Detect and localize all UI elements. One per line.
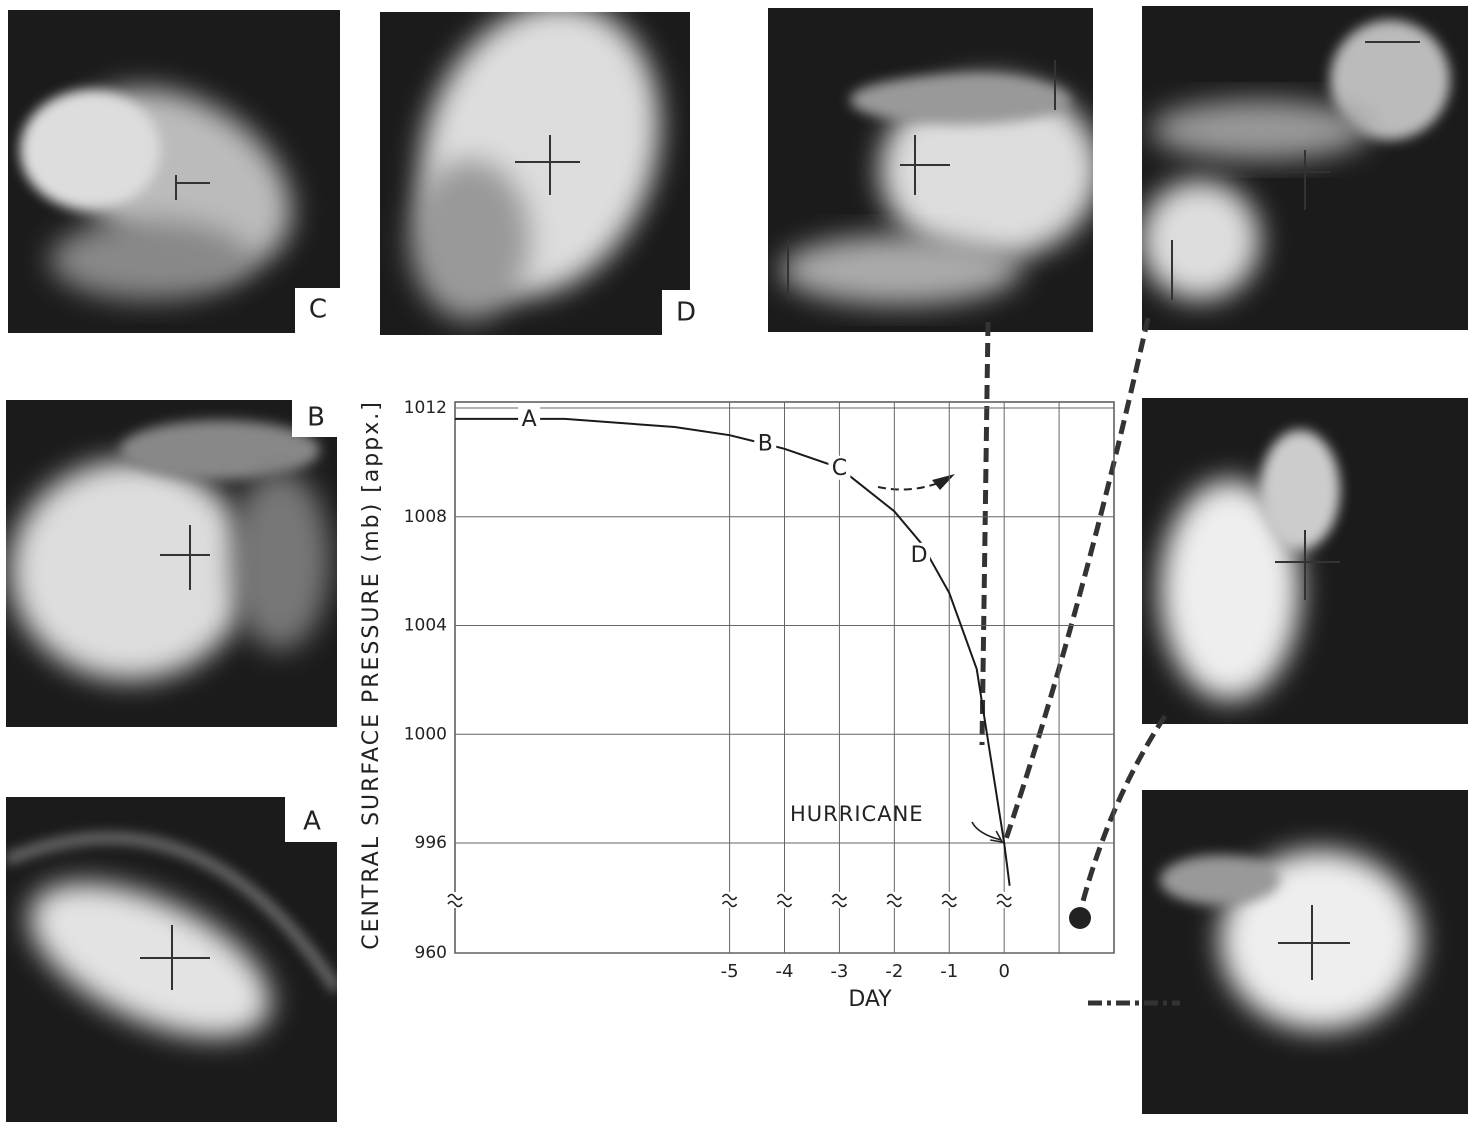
x-tick-label: -2 — [885, 961, 903, 982]
connector — [979, 317, 1180, 1006]
x-tick-label: -1 — [940, 961, 958, 982]
curve-label: C — [832, 456, 847, 481]
y-tick-label: 960 — [415, 943, 447, 963]
track-arrow — [932, 474, 955, 490]
axis-break — [776, 893, 793, 908]
photo — [1142, 790, 1468, 1114]
axis-break — [941, 893, 957, 908]
hurricane-arrow — [971, 821, 1004, 844]
annotation-bg — [754, 431, 777, 456]
y-tick-label: 1008 — [404, 507, 447, 527]
axis-break — [721, 893, 738, 908]
axis-break — [942, 892, 957, 908]
y-axis-label: CENTRAL SURFACE PRESSURE (mb) [appx.] — [359, 400, 384, 950]
axis-break — [887, 892, 902, 908]
curve-label: D — [911, 543, 928, 568]
axis-break — [832, 892, 847, 908]
y-tick-label: 1004 — [404, 616, 447, 636]
hurricane-label: HURRICANE — [790, 802, 924, 826]
photo-label: C — [309, 295, 327, 325]
photo-label: A — [303, 807, 321, 837]
y-tick-label: 1012 — [404, 398, 447, 418]
photo — [768, 8, 1093, 332]
curve-label: B — [758, 431, 773, 456]
annotation-bg — [518, 406, 541, 431]
axis-break — [722, 892, 737, 908]
x-tick-label: 0 — [998, 961, 1009, 982]
photo-label: B — [307, 403, 325, 433]
axis-break — [777, 892, 792, 908]
photo-label: D — [676, 298, 696, 328]
photo — [1142, 6, 1468, 330]
annotation-bg — [908, 542, 931, 567]
x-tick-label: -5 — [721, 961, 739, 982]
curve-label: A — [522, 407, 537, 432]
photo — [8, 10, 340, 333]
photo — [6, 797, 337, 1122]
line — [455, 417, 1011, 886]
axis-break — [886, 893, 902, 908]
x-tick-label: -4 — [776, 961, 794, 982]
photo — [1142, 398, 1468, 724]
x-tick-label: -3 — [830, 961, 848, 982]
photo — [6, 400, 337, 727]
marker-dot — [1069, 907, 1091, 929]
axis-break — [996, 893, 1012, 908]
x-axis-label: DAY — [848, 987, 892, 1012]
y-tick-label: 1000 — [404, 724, 447, 744]
y-tick-label: 996 — [415, 833, 447, 853]
axis-break — [447, 893, 463, 908]
axis-break — [831, 893, 848, 908]
annotation-bg — [828, 455, 851, 480]
axis-break — [448, 892, 462, 908]
axis-break — [997, 892, 1012, 908]
photo — [380, 12, 690, 335]
